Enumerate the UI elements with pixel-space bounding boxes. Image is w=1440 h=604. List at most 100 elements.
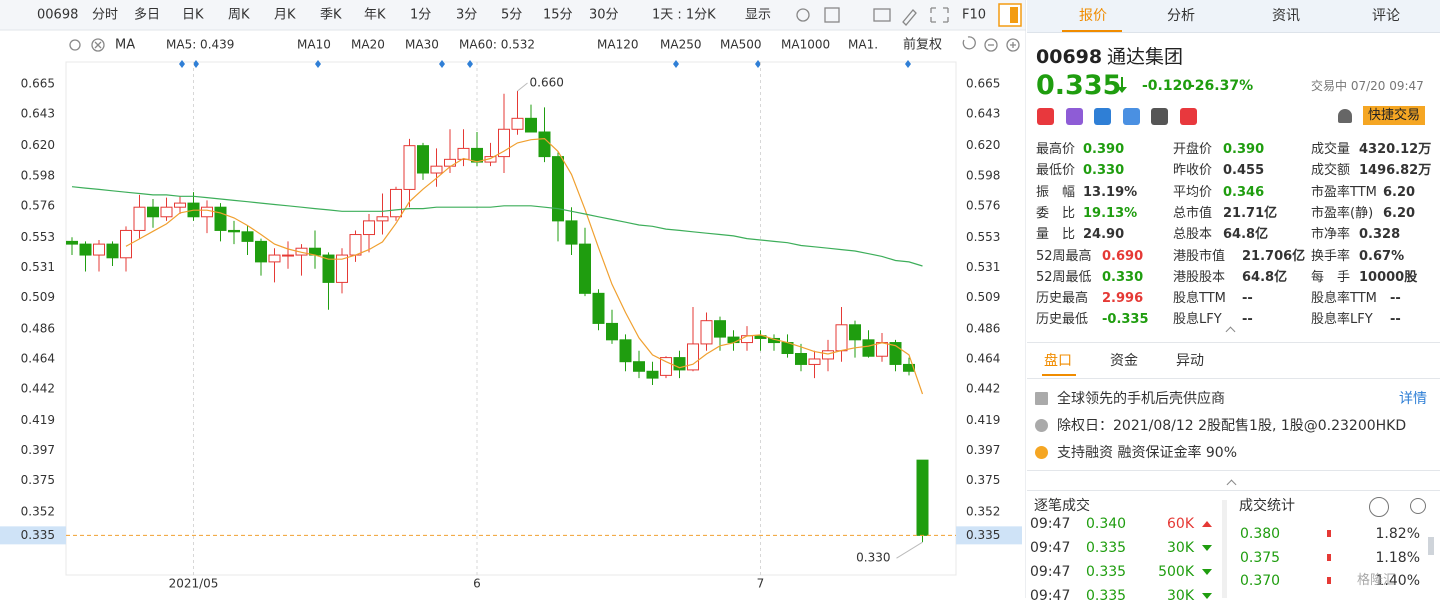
collapse[interactable] [1226,479,1237,490]
candle-body [511,117,524,130]
candle-body [133,206,146,231]
y-tick-label: 0.442 [966,382,1000,396]
last-price-label: 0.335 [966,528,1000,542]
candle-body [633,361,645,372]
y-tick-label: 0.553 [966,230,1000,244]
quote-panel: 报价 分析 资讯 评论 00698 通达集团 0.335 -0.120 -26.37% 交易中 0… [1027,0,1440,603]
y-tick-label: 0.464 [966,351,1000,365]
sub-tab[interactable]: 异动 [1176,353,1204,369]
period-tab[interactable]: 分时 [92,8,118,23]
stat-label: 量 比 [1036,227,1076,243]
badge-icon[interactable] [1037,108,1054,125]
period-tab[interactable]: 日K [182,8,204,23]
badge-icon[interactable] [1094,108,1111,125]
stat-value: 0.390 [1223,142,1265,157]
sub-tab[interactable]: 资金 [1110,353,1138,369]
toolbar-bg [0,0,1026,30]
candle-body [862,339,875,357]
stat-label: 52周最低 [1036,269,1092,285]
y-tick-label: 0.352 [21,505,55,519]
period-tab[interactable]: 5分 [501,8,522,23]
y-tick-label: 0.397 [21,443,55,457]
candle-body [255,240,267,263]
stat-value: 0.330 [1102,269,1144,285]
stat-value: 64.8亿 [1242,269,1288,285]
bell-icon[interactable] [1338,109,1352,123]
badge-icon[interactable] [1179,108,1197,125]
info-circle[interactable] [1410,498,1426,514]
y-tick-label: 0.442 [21,382,55,396]
period-tab[interactable]: 月K [274,8,296,23]
candle-body [916,459,929,536]
panel-tab[interactable]: 评论 [1372,8,1400,24]
candle-body [268,254,281,263]
candle-body [147,206,159,218]
stat-value: 6.20 [1383,184,1416,200]
tick-time: 09:47 [1030,588,1071,604]
section-title: 逐笔成交 [1034,498,1090,514]
annotation: 0.330 [856,551,890,565]
stat-value: 24.90 [1083,227,1125,243]
stat-value: 13.19% [1083,184,1138,200]
tick-arrow [1202,521,1212,527]
sub-tab[interactable]: 盘口 [1044,353,1072,369]
change: -0.120 [1142,78,1193,94]
stat-label: 市盈率TTM [1311,184,1377,200]
tick-arrow [1202,569,1212,575]
ma-line [125,137,924,395]
badge-icon[interactable] [1122,108,1140,125]
period-tab[interactable]: 30分 [589,8,619,23]
annotation-leader [896,541,923,559]
period-tab[interactable]: 季K [320,8,342,23]
candle-body [552,156,564,222]
stat-value: 1496.82万 [1359,163,1432,179]
period-tab[interactable]: 显示 [745,8,771,23]
panel-tab[interactable]: 报价 [1079,8,1107,24]
tick-price: 0.335 [1086,540,1127,556]
stat-value: 0.330 [1083,163,1125,179]
stat-value: 21.706亿 [1242,248,1306,264]
section-title: 成交统计 [1239,498,1295,514]
stat-value: -- [1242,312,1253,328]
period-tab[interactable]: 3分 [456,8,477,23]
sub-tab-underline [1042,374,1076,376]
candle-body [565,220,578,245]
ma-legend: MA500 [720,38,761,52]
info-link[interactable]: 详情 [1399,391,1427,407]
panel-tab[interactable]: 资讯 [1272,8,1300,24]
y-tick-label: 0.598 [966,168,1000,182]
dist-bar [1327,530,1331,537]
scroll-bar [1428,537,1434,555]
collapse[interactable] [1225,326,1236,337]
stat-value: 10000股 [1359,269,1418,285]
divider [1027,490,1440,491]
last-price-label: 0.335 [21,528,55,542]
tick-volume: 30K [1167,540,1194,556]
period-tab[interactable]: 年K [364,8,386,23]
more-icon[interactable] [1369,497,1389,517]
period-tab[interactable]: 15分 [543,8,573,23]
divider [1027,378,1440,379]
period-tab[interactable]: 1分 [410,8,431,23]
candle-body [471,147,483,163]
period-tab[interactable]: 多日 [134,7,160,23]
period-tab[interactable]: 1天 : 1分K [652,8,716,23]
annotation: 0.660 [530,75,564,89]
stat-value: -- [1242,291,1253,307]
y-tick-label: 0.486 [966,321,1000,335]
stat-label: 历史最低 [1036,312,1089,328]
stat-label: 每 手 [1311,269,1351,285]
toolbar-icons[interactable] [69,7,1020,52]
stat-label: 昨收价 [1173,163,1213,179]
ma-legend: MA250 [660,38,701,52]
candle-body [606,322,618,341]
badge-icon[interactable] [1151,108,1168,125]
stat-value: 21.71亿 [1223,205,1278,221]
candle-body [538,131,551,158]
period-tab[interactable]: 周K [228,8,250,23]
badge-icon[interactable] [1065,108,1083,125]
trade-button[interactable]: 快捷交易 [1363,106,1426,125]
stat-value: 0.690 [1102,248,1144,264]
panel-tab[interactable]: 分析 [1167,8,1195,24]
dist-pct: 1.82% [1375,526,1420,542]
